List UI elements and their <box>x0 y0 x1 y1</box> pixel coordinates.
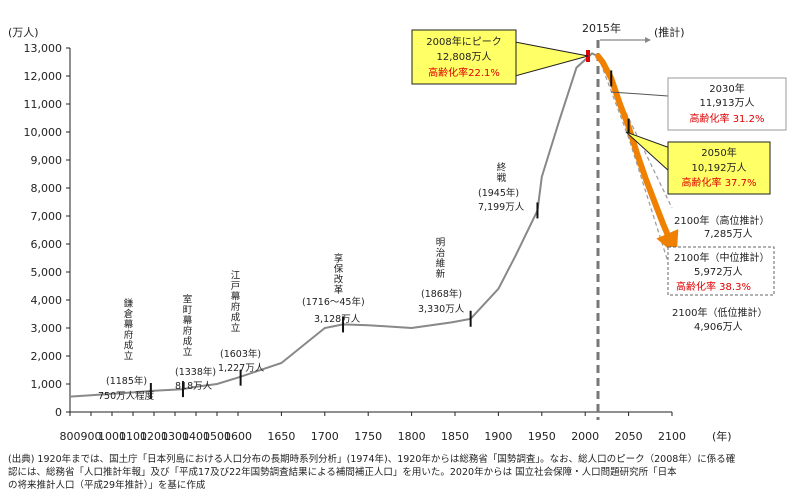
shusen-value: 7,199万人 <box>478 202 525 213</box>
edo-name: 江戸幕府成立 <box>229 270 241 333</box>
y2030-leader <box>610 91 669 97</box>
x-tick-label: 1300 <box>161 430 189 443</box>
forecast-arrow-label: (推計) <box>654 25 685 39</box>
low2100-line1: 2100年（低位推計） <box>672 306 767 319</box>
y-ticks: 0 1,000 2,000 3,000 4,000 5,000 6,000 7,000 8,00… <box>24 42 70 419</box>
muromachi-name: 室町幕府成立 <box>181 293 193 357</box>
peak-callout-box <box>411 29 517 85</box>
x-tick-label: 1400 <box>182 430 210 443</box>
x-tick-label: 1750 <box>354 430 382 443</box>
y-tick-label: 0 <box>55 406 62 419</box>
x-tick-label: 2100 <box>658 430 686 443</box>
x-tick-label: 1100 <box>119 430 147 443</box>
low-projection-line <box>597 56 673 275</box>
source-footnote: (出典) 1920年までは、国土庁「日本列島における人口分布の長期時系列分析」(… <box>8 453 788 492</box>
edo-year: (1603年) <box>220 348 261 360</box>
peak-line3: 高齢化率22.1% <box>428 66 500 79</box>
x-tick-label: 1800 <box>398 430 426 443</box>
x-tick-label: 1600 <box>224 430 252 443</box>
meiji-year: (1868年) <box>421 288 462 300</box>
footnote-line1: (出典) 1920年までは、国土庁「日本列島における人口分布の長期時系列分析」(… <box>8 454 736 465</box>
shusen-year: (1945年) <box>478 187 519 199</box>
kamakura-value: 750万人程度 <box>98 390 155 402</box>
kyoho-year: (1716～45年) <box>302 296 365 308</box>
x-tick-label: 1950 <box>528 430 556 443</box>
edo-value: 1,227万人 <box>218 363 265 374</box>
x-tick-label: 900 <box>81 430 102 443</box>
y-tick-label: 6,000 <box>31 238 63 251</box>
y-axis-label: (万人) <box>8 26 39 39</box>
y-tick-label: 9,000 <box>31 154 63 167</box>
x-tick-label: 1000 <box>98 430 126 443</box>
y-tick-label: 1,000 <box>31 378 63 391</box>
peak-line1: 2008年にピーク <box>426 35 501 48</box>
y-tick-label: 8,000 <box>31 182 63 195</box>
y-tick-label: 12,000 <box>24 70 63 83</box>
x-tick-label: 1850 <box>441 430 469 443</box>
y-tick-label: 13,000 <box>24 42 63 55</box>
y-tick-label: 3,000 <box>31 322 63 335</box>
mid2100-line1: 2100年（中位推計） <box>674 251 769 264</box>
meiji-name: 明治維新 <box>434 237 446 279</box>
kyoho-name: 享保改革 <box>332 252 344 295</box>
shusen-name: 終戦 <box>495 161 507 183</box>
muromachi-value: 818万人 <box>175 381 213 392</box>
meiji-value: 3,330万人 <box>418 304 465 315</box>
x-tick-label: 1200 <box>140 430 168 443</box>
y2030-line2: 11,913万人 <box>700 97 755 109</box>
muromachi-year: (1338年) <box>175 366 216 378</box>
kamakura-year: (1185年) <box>106 375 147 387</box>
kyoho-value: 3,128万人 <box>314 314 361 325</box>
historic-population-line <box>69 52 599 398</box>
y2050-line3: 高齢化率 37.7% <box>682 176 757 189</box>
y-tick-label: 2,000 <box>31 350 63 363</box>
x-tick-label: 1900 <box>484 430 512 443</box>
y2030-line1: 2030年 <box>709 82 744 95</box>
mid2100-box <box>667 246 775 296</box>
y-tick-label: 7,000 <box>31 210 63 223</box>
y-tick-label: 11,000 <box>24 98 63 111</box>
y2050-line1: 2050年 <box>701 146 736 159</box>
y2030-box <box>667 77 787 131</box>
peak-line2: 12,808万人 <box>437 51 492 63</box>
x-tick-label: 1650 <box>267 430 295 443</box>
x-tick-label: 2000 <box>571 430 599 443</box>
x-tick-label: 800 <box>60 430 81 443</box>
y-tick-label: 5,000 <box>31 266 63 279</box>
x-tick-label: 2050 <box>615 430 643 443</box>
x-tick-label: 1700 <box>311 430 339 443</box>
x-axis-label: (年) <box>712 429 732 443</box>
peak-callout-pointer <box>514 41 589 77</box>
high2100-line1: 2100年（高位推計） <box>674 214 769 227</box>
footnote-line3: の将来推計人口（平成29年推計）」を基に作成 <box>8 480 206 491</box>
low2100-line2: 4,906万人 <box>694 321 743 333</box>
mid2100-line3: 高齢化率 38.3% <box>676 280 751 293</box>
y-tick-label: 4,000 <box>31 294 63 307</box>
marker-2015-label: 2015年 <box>582 21 621 35</box>
y-tick-label: 10,000 <box>24 126 63 139</box>
footnote-line2: 認には、総務省「人口推計年報」及び「平成17及び22年国勢調査結果による補間補正… <box>8 467 677 478</box>
event-ticks <box>149 70 630 399</box>
mid2100-line2: 5,972万人 <box>694 266 743 278</box>
kamakura-name: 鎌倉幕府成立 <box>122 297 134 361</box>
high2100-line2: 7,285万人 <box>704 228 753 240</box>
y2050-line2: 10,192万人 <box>692 162 747 174</box>
y2030-line3: 高齢化率 31.2% <box>690 112 765 125</box>
mid-projection-line <box>595 53 679 256</box>
y2050-box <box>667 141 771 195</box>
x-tick-label: 1500 <box>203 430 231 443</box>
